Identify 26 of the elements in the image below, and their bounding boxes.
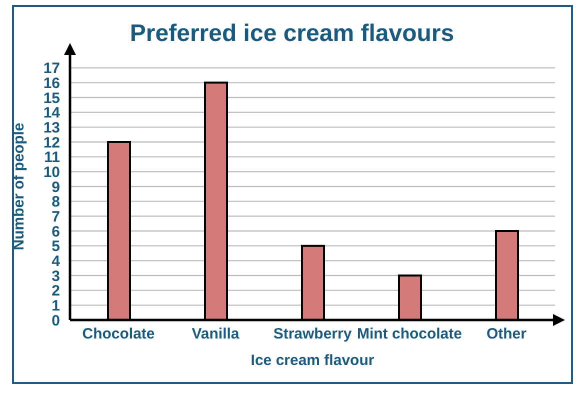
- y-tick-label: 1: [52, 297, 60, 314]
- y-axis-title: Number of people: [10, 122, 28, 250]
- y-tick-label: 11: [44, 149, 60, 166]
- y-tick-label: 14: [43, 104, 61, 122]
- y-tick-label: 3: [52, 268, 60, 285]
- x-axis-title: Ice cream flavour: [250, 352, 374, 369]
- x-tick-label: Strawberry: [273, 326, 352, 343]
- y-tick-label: 15: [43, 90, 60, 107]
- chart-title: Preferred ice cream flavours: [128, 20, 456, 48]
- x-tick-label: Other: [486, 326, 527, 343]
- y-tick-label: 13: [43, 119, 60, 136]
- x-tick-label: Vanilla: [192, 326, 240, 343]
- y-tick-label: 17: [43, 60, 60, 78]
- x-tick-label: Chocolate: [82, 326, 155, 343]
- y-tick-label: 12: [43, 134, 60, 152]
- y-tick-label: 10: [43, 164, 60, 181]
- y-tick-label: 7: [52, 208, 60, 226]
- y-tick-label: 16: [43, 74, 60, 92]
- y-tick-label: 9: [52, 178, 60, 196]
- y-tick-label: 4: [52, 252, 61, 270]
- y-tick-label: 5: [52, 238, 60, 256]
- y-tick-label: 8: [52, 194, 60, 211]
- y-tick-label: 0: [52, 312, 60, 330]
- y-tick-label: 2: [52, 282, 60, 300]
- x-tick-label: Mint chocolate: [356, 326, 462, 343]
- y-tick-label: 6: [52, 223, 60, 240]
